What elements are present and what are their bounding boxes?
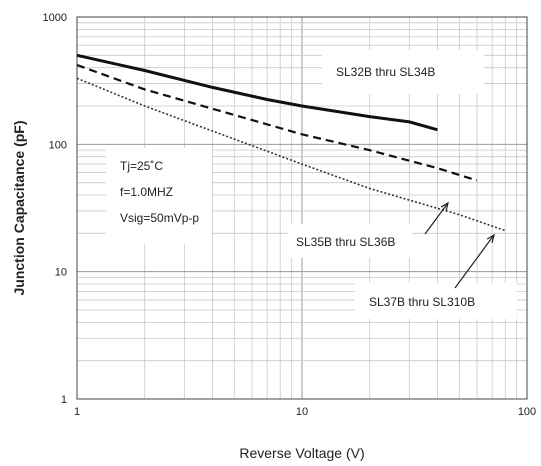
x-tick-label: 1 [74,406,80,418]
tick-labels: 1 10 100 1 10 100 1000 [43,12,537,418]
series-lines [76,53,506,232]
callout-arrow-line [424,202,449,235]
condition-signal: Vsig=50mVp-p [120,211,199,225]
series-label-sl37b: SL37B thru SL310B [369,295,475,309]
callout-arrows [424,201,495,289]
y-tick-label: 1000 [43,12,67,24]
x-tick-label: 10 [296,406,308,418]
y-tick-label: 1 [61,394,67,406]
series-label-boxes [106,50,517,319]
series-line-dotted [76,77,506,232]
x-axis-title: Reverse Voltage (V) [239,445,364,461]
x-tick-label: 100 [518,406,536,418]
condition-frequency: f=1.0MHZ [120,185,173,199]
series-label-sl35b: SL35B thru SL36B [296,235,395,249]
callout-arrow-line [454,234,495,289]
y-tick-label: 100 [49,139,67,151]
callout-arrowhead [440,201,449,211]
series-line-solid [76,53,438,132]
series-line-dashed [76,63,478,182]
series-label-sl32b: SL32B thru SL34B [336,65,435,79]
plot-frame [76,16,528,400]
condition-temperature: Tj=25˚C [120,159,163,173]
y-axis-title: Junction Capacitance (pF) [11,120,27,295]
callout-arrowhead [486,233,495,243]
conditions-box [106,148,212,244]
y-tick-label: 10 [55,267,67,279]
series-label-box-sl37b [355,283,517,319]
series-label-box-sl35b [288,224,412,258]
series-label-box-sl32b [322,50,484,94]
